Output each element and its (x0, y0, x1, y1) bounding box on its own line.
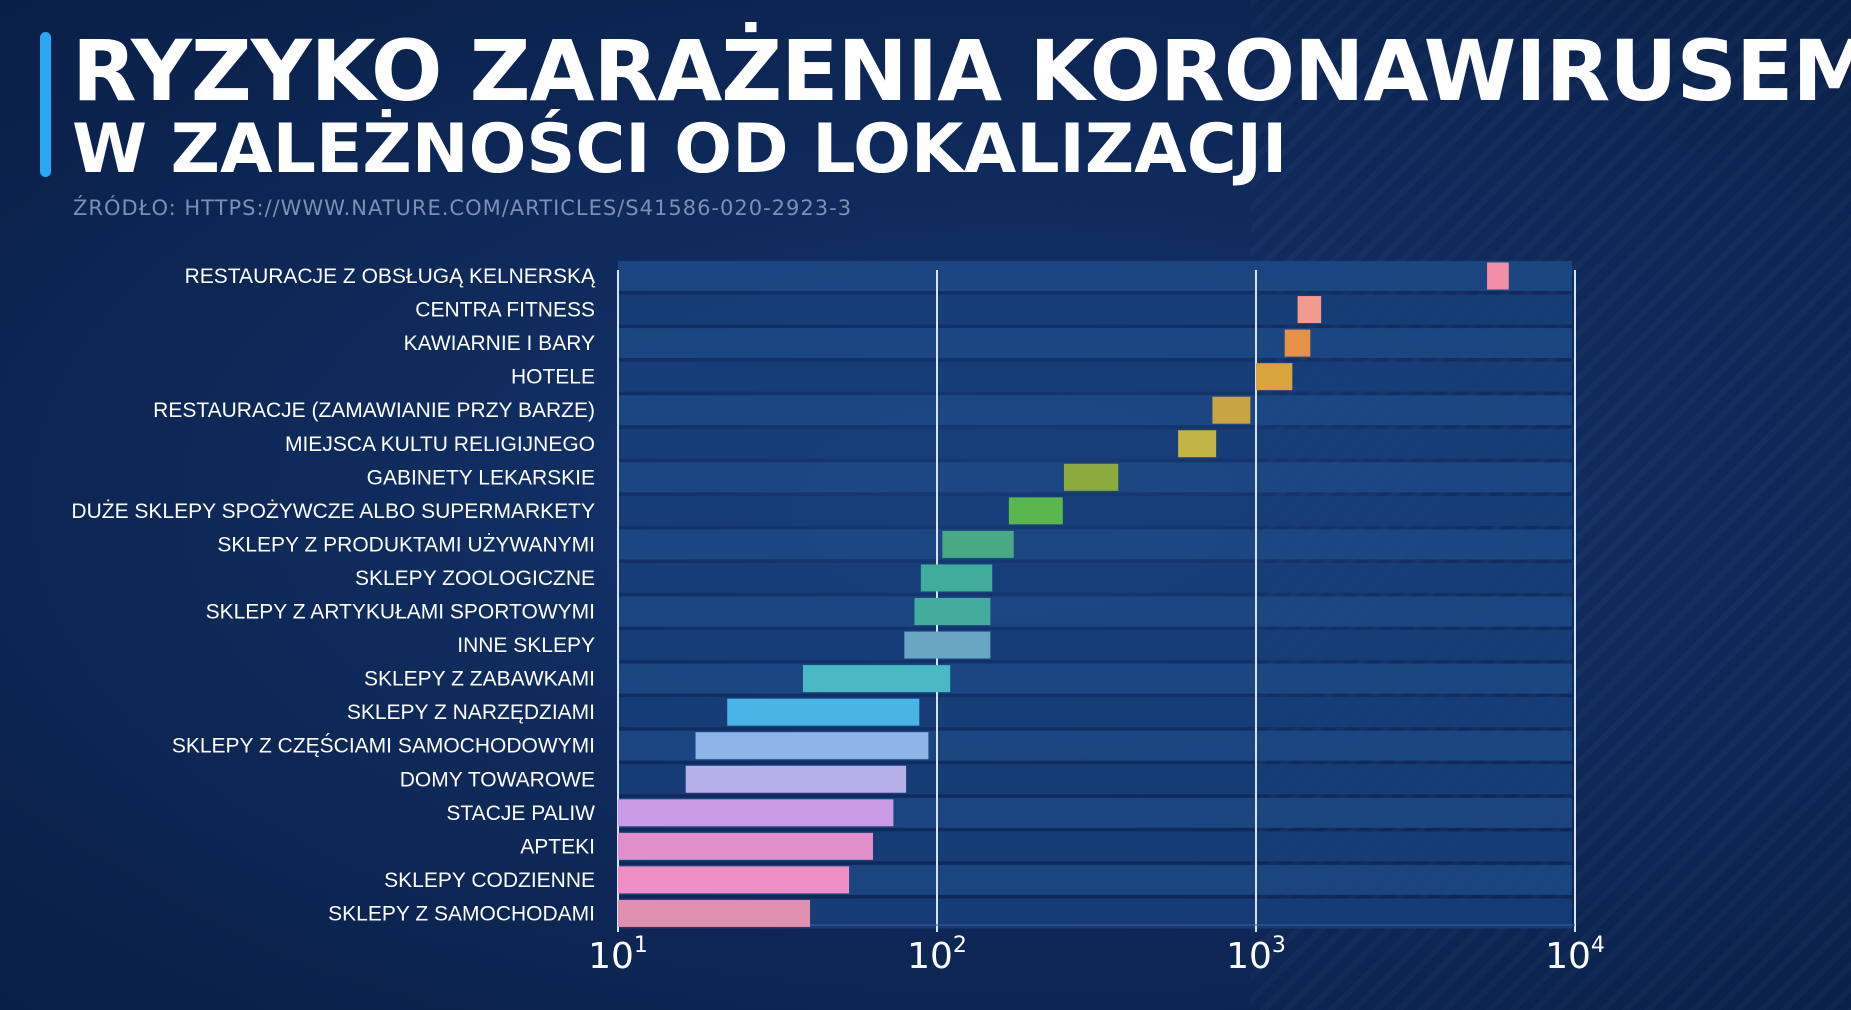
row-band (618, 529, 1572, 560)
category-label: INNE SKLEPY (457, 634, 595, 657)
category-label: SKLEPY CODZIENNE (384, 869, 595, 892)
category-label: DOMY TOWAROWE (400, 768, 595, 791)
bar-3 (1284, 329, 1311, 357)
bar-16 (685, 765, 907, 793)
bar-5 (1212, 396, 1251, 424)
page-subtitle: W ZALEŻNOŚCI OD LOKALIZACJI (72, 110, 1288, 189)
row-band (618, 361, 1572, 392)
category-labels: RESTAURACJE Z OBSŁUGĄ KELNERSKĄ CENTRA FI… (71, 265, 596, 925)
category-label: MIEJSCA KULTU RELIGIJNEGO (285, 433, 595, 456)
category-label: SKLEPY Z PRODUKTAMI UŻYWANYMI (217, 533, 595, 556)
category-label: SKLEPY Z ARTYKUŁAMI SPORTOWYMI (206, 601, 595, 624)
x-tick-label: 103 (1226, 933, 1286, 977)
row-band (618, 596, 1572, 627)
title-accent-bar (40, 32, 51, 177)
row-band (618, 495, 1572, 526)
category-label: DUŻE SKLEPY SPOŻYWCZE ALBO SUPERMARKETY (71, 500, 595, 523)
category-label: RESTAURACJE Z OBSŁUGĄ KELNERSKĄ (185, 265, 596, 288)
bar-17 (618, 799, 894, 827)
category-label: APTEKI (520, 835, 595, 858)
category-label: RESTAURACJE (ZAMAWIANIE PRZY BARZE) (153, 399, 595, 422)
source-note: ŹRÓDŁO: HTTPS://WWW.NATURE.COM/ARTICLES/… (73, 196, 853, 220)
bar-13 (802, 665, 951, 693)
page-title: RYZYKO ZARAŻENIA KORONAWIRUSEM (72, 22, 1851, 120)
row-bands (618, 261, 1572, 929)
row-band (618, 663, 1572, 694)
bar-8 (1008, 497, 1063, 525)
bar-10 (920, 564, 993, 592)
row-band (618, 261, 1572, 291)
category-label: GABINETY LEKARSKIE (367, 466, 595, 489)
row-band (618, 395, 1572, 426)
row-band (618, 562, 1572, 593)
bar-12 (904, 631, 991, 659)
bar-15 (695, 732, 929, 760)
x-tick-labels: 101 102 103 104 (588, 933, 1605, 977)
category-label: CENTRA FITNESS (415, 299, 595, 322)
bar-2 (1297, 296, 1322, 324)
row-band (618, 328, 1572, 359)
category-label: SKLEPY Z CZĘŚCIAMI SAMOCHODOWYMI (172, 734, 595, 758)
bar-1 (1487, 262, 1509, 290)
row-band (618, 630, 1572, 661)
bar-11 (914, 598, 991, 625)
bar-18 (618, 832, 873, 860)
bar-6 (1178, 430, 1217, 458)
category-label: SKLEPY Z SAMOCHODAMI (328, 902, 595, 925)
bar-19 (618, 866, 850, 894)
category-label: STACJE PALIW (446, 802, 595, 825)
bar-4 (1256, 363, 1293, 391)
bar-7 (1063, 463, 1119, 491)
bars (618, 262, 1509, 927)
category-label: SKLEPY Z ZABAWKAMI (364, 668, 595, 691)
category-label: SKLEPY ZOOLOGICZNE (355, 567, 595, 590)
category-label: HOTELE (511, 366, 595, 389)
category-label: SKLEPY Z NARZĘDZIAMI (347, 701, 595, 724)
row-band (618, 294, 1572, 325)
x-tick-label: 104 (1545, 933, 1605, 977)
bar-14 (727, 698, 920, 726)
category-label: KAWIARNIE I BARY (404, 332, 595, 355)
bar-9 (942, 530, 1014, 558)
row-band (618, 428, 1572, 459)
x-tick-label: 101 (588, 933, 648, 977)
bar-20 (618, 899, 811, 927)
x-tick-label: 102 (907, 933, 967, 977)
